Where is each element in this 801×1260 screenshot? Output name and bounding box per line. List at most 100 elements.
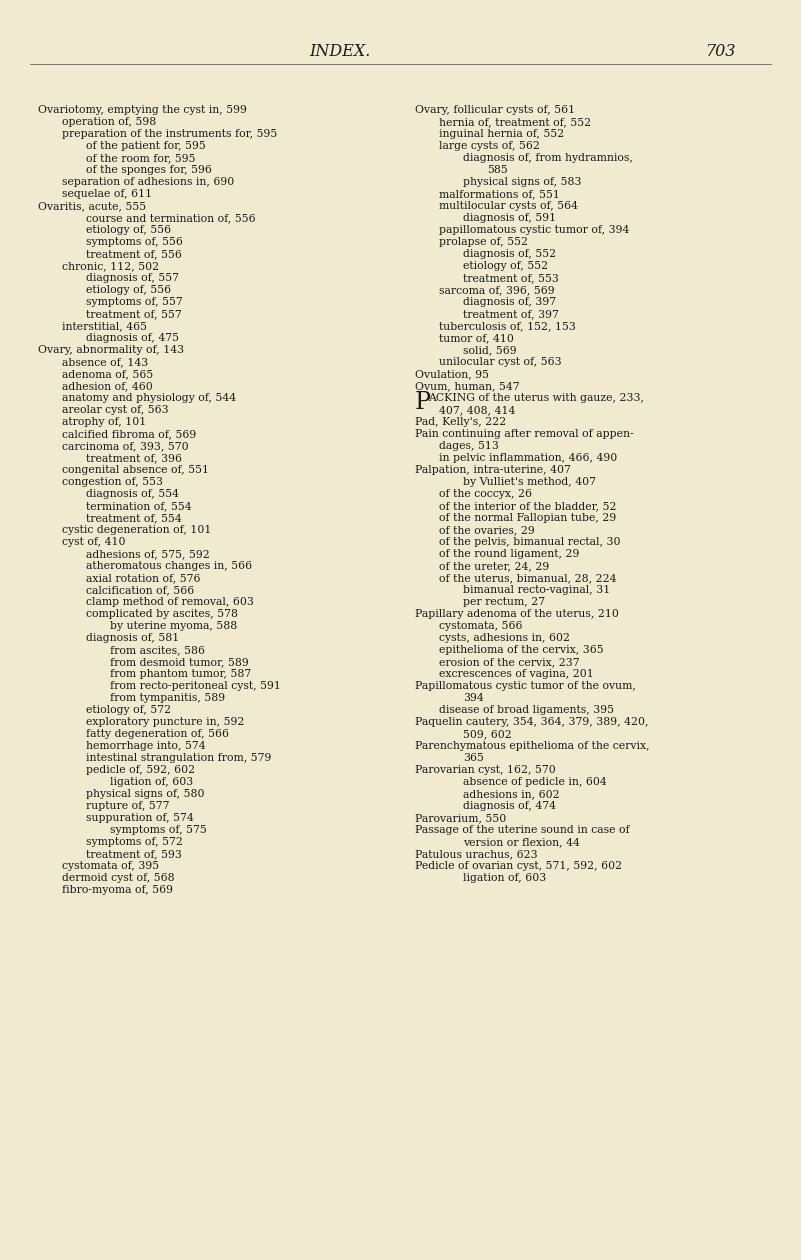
Text: pedicle of, 592, 602: pedicle of, 592, 602 — [86, 765, 195, 775]
Text: adenoma of, 565: adenoma of, 565 — [62, 369, 153, 379]
Text: of the round ligament, 29: of the round ligament, 29 — [439, 549, 579, 559]
Text: Parenchymatous epithelioma of the cervix,: Parenchymatous epithelioma of the cervix… — [415, 741, 650, 751]
Text: diagnosis of, from hydramnios,: diagnosis of, from hydramnios, — [463, 152, 633, 163]
Text: Ovum, human, 547: Ovum, human, 547 — [415, 381, 520, 391]
Text: diagnosis of, 552: diagnosis of, 552 — [463, 249, 556, 260]
Text: areolar cyst of, 563: areolar cyst of, 563 — [62, 404, 169, 415]
Text: chronic, 112, 502: chronic, 112, 502 — [62, 261, 159, 271]
Text: treatment of, 396: treatment of, 396 — [86, 454, 182, 462]
Text: large cysts of, 562: large cysts of, 562 — [439, 141, 540, 151]
Text: of the ovaries, 29: of the ovaries, 29 — [439, 525, 535, 536]
Text: symptoms of, 557: symptoms of, 557 — [86, 297, 183, 307]
Text: termination of, 554: termination of, 554 — [86, 501, 191, 512]
Text: exploratory puncture in, 592: exploratory puncture in, 592 — [86, 717, 244, 727]
Text: treatment of, 554: treatment of, 554 — [86, 513, 182, 523]
Text: clamp method of removal, 603: clamp method of removal, 603 — [86, 597, 254, 607]
Text: calcification of, 566: calcification of, 566 — [86, 585, 195, 595]
Text: Pedicle of ovarian cyst, 571, 592, 602: Pedicle of ovarian cyst, 571, 592, 602 — [415, 861, 622, 871]
Text: axial rotation of, 576: axial rotation of, 576 — [86, 573, 200, 583]
Text: bimanual recto-vaginal, 31: bimanual recto-vaginal, 31 — [463, 585, 610, 595]
Text: excrescences of vagina, 201: excrescences of vagina, 201 — [439, 669, 594, 679]
Text: symptoms of, 572: symptoms of, 572 — [86, 837, 183, 847]
Text: carcinoma of, 393, 570: carcinoma of, 393, 570 — [62, 441, 188, 451]
Text: prolapse of, 552: prolapse of, 552 — [439, 237, 528, 247]
Text: multilocular cysts of, 564: multilocular cysts of, 564 — [439, 202, 578, 210]
Text: sequelae of, 611: sequelae of, 611 — [62, 189, 152, 199]
Text: Passage of the uterine sound in case of: Passage of the uterine sound in case of — [415, 825, 630, 835]
Text: anatomy and physiology of, 544: anatomy and physiology of, 544 — [62, 393, 236, 403]
Text: 509, 602: 509, 602 — [463, 730, 512, 740]
Text: hemorrhage into, 574: hemorrhage into, 574 — [86, 741, 206, 751]
Text: absence of pedicle in, 604: absence of pedicle in, 604 — [463, 777, 606, 788]
Text: cyst of, 410: cyst of, 410 — [62, 537, 126, 547]
Text: of the patient for, 595: of the patient for, 595 — [86, 141, 206, 151]
Text: of the ureter, 24, 29: of the ureter, 24, 29 — [439, 561, 549, 571]
Text: epithelioma of the cervix, 365: epithelioma of the cervix, 365 — [439, 645, 604, 655]
Text: absence of, 143: absence of, 143 — [62, 357, 148, 367]
Text: diagnosis of, 474: diagnosis of, 474 — [463, 801, 556, 811]
Text: of the coccyx, 26: of the coccyx, 26 — [439, 489, 532, 499]
Text: INDEX.: INDEX. — [309, 44, 371, 60]
Text: etiology of, 556: etiology of, 556 — [86, 285, 171, 295]
Text: diagnosis of, 397: diagnosis of, 397 — [463, 297, 556, 307]
Text: suppuration of, 574: suppuration of, 574 — [86, 813, 194, 823]
Text: of the room for, 595: of the room for, 595 — [86, 152, 195, 163]
Text: interstitial, 465: interstitial, 465 — [62, 321, 147, 331]
Text: atrophy of, 101: atrophy of, 101 — [62, 417, 147, 427]
Text: etiology of, 572: etiology of, 572 — [86, 706, 171, 714]
Text: from phantom tumor, 587: from phantom tumor, 587 — [110, 669, 252, 679]
Text: physical signs of, 580: physical signs of, 580 — [86, 789, 204, 799]
Text: Patulous urachus, 623: Patulous urachus, 623 — [415, 849, 537, 859]
Text: in pelvic inflammation, 466, 490: in pelvic inflammation, 466, 490 — [439, 454, 618, 462]
Text: separation of adhesions in, 690: separation of adhesions in, 690 — [62, 176, 234, 186]
Text: of the uterus, bimanual, 28, 224: of the uterus, bimanual, 28, 224 — [439, 573, 617, 583]
Text: unilocular cyst of, 563: unilocular cyst of, 563 — [439, 357, 562, 367]
Text: 394: 394 — [463, 693, 484, 703]
Text: dermoid cyst of, 568: dermoid cyst of, 568 — [62, 873, 175, 883]
Text: hernia of, treatment of, 552: hernia of, treatment of, 552 — [439, 117, 591, 127]
Text: cystic degeneration of, 101: cystic degeneration of, 101 — [62, 525, 211, 536]
Text: symptoms of, 575: symptoms of, 575 — [110, 825, 207, 835]
Text: congenital absence of, 551: congenital absence of, 551 — [62, 465, 209, 475]
Text: complicated by ascites, 578: complicated by ascites, 578 — [86, 609, 238, 619]
Text: diagnosis of, 591: diagnosis of, 591 — [463, 213, 556, 223]
Text: version or flexion, 44: version or flexion, 44 — [463, 837, 580, 847]
Text: of the interior of the bladder, 52: of the interior of the bladder, 52 — [439, 501, 617, 512]
Text: treatment of, 553: treatment of, 553 — [463, 273, 559, 284]
Text: ligation of, 603: ligation of, 603 — [463, 873, 546, 883]
Text: treatment of, 593: treatment of, 593 — [86, 849, 182, 859]
Text: inguinal hernia of, 552: inguinal hernia of, 552 — [439, 129, 564, 139]
Text: of the normal Fallopian tube, 29: of the normal Fallopian tube, 29 — [439, 513, 616, 523]
Text: preparation of the instruments for, 595: preparation of the instruments for, 595 — [62, 129, 277, 139]
Text: atheromatous changes in, 566: atheromatous changes in, 566 — [86, 561, 252, 571]
Text: Paquelin cautery, 354, 364, 379, 389, 420,: Paquelin cautery, 354, 364, 379, 389, 42… — [415, 717, 649, 727]
Text: erosion of the cervix, 237: erosion of the cervix, 237 — [439, 656, 580, 667]
Text: from desmoid tumor, 589: from desmoid tumor, 589 — [110, 656, 249, 667]
Text: from recto-peritoneal cyst, 591: from recto-peritoneal cyst, 591 — [110, 680, 281, 690]
Text: rupture of, 577: rupture of, 577 — [86, 801, 170, 811]
Text: per rectum, 27: per rectum, 27 — [463, 597, 545, 607]
Text: by Vulliet's method, 407: by Vulliet's method, 407 — [463, 478, 596, 488]
Text: symptoms of, 556: symptoms of, 556 — [86, 237, 183, 247]
Text: of the pelvis, bimanual rectal, 30: of the pelvis, bimanual rectal, 30 — [439, 537, 621, 547]
Text: Ovariotomy, emptying the cyst in, 599: Ovariotomy, emptying the cyst in, 599 — [38, 105, 247, 115]
Text: malformations of, 551: malformations of, 551 — [439, 189, 560, 199]
Text: tuberculosis of, 152, 153: tuberculosis of, 152, 153 — [439, 321, 576, 331]
Text: 365: 365 — [463, 753, 484, 764]
Text: diagnosis of, 475: diagnosis of, 475 — [86, 333, 179, 343]
Text: P: P — [415, 391, 431, 415]
Text: treatment of, 397: treatment of, 397 — [463, 309, 559, 319]
Text: operation of, 598: operation of, 598 — [62, 117, 156, 127]
Text: Papillary adenoma of the uterus, 210: Papillary adenoma of the uterus, 210 — [415, 609, 619, 619]
Text: diagnosis of, 581: diagnosis of, 581 — [86, 633, 179, 643]
Text: adhesions of, 575, 592: adhesions of, 575, 592 — [86, 549, 210, 559]
Text: Ovary, follicular cysts of, 561: Ovary, follicular cysts of, 561 — [415, 105, 575, 115]
Text: etiology of, 552: etiology of, 552 — [463, 261, 548, 271]
Text: cysts, adhesions in, 602: cysts, adhesions in, 602 — [439, 633, 570, 643]
Text: diagnosis of, 554: diagnosis of, 554 — [86, 489, 179, 499]
Text: from ascites, 586: from ascites, 586 — [110, 645, 205, 655]
Text: 703: 703 — [705, 44, 735, 60]
Text: congestion of, 553: congestion of, 553 — [62, 478, 163, 488]
Text: by uterine myoma, 588: by uterine myoma, 588 — [110, 621, 237, 631]
Text: adhesions in, 602: adhesions in, 602 — [463, 789, 560, 799]
